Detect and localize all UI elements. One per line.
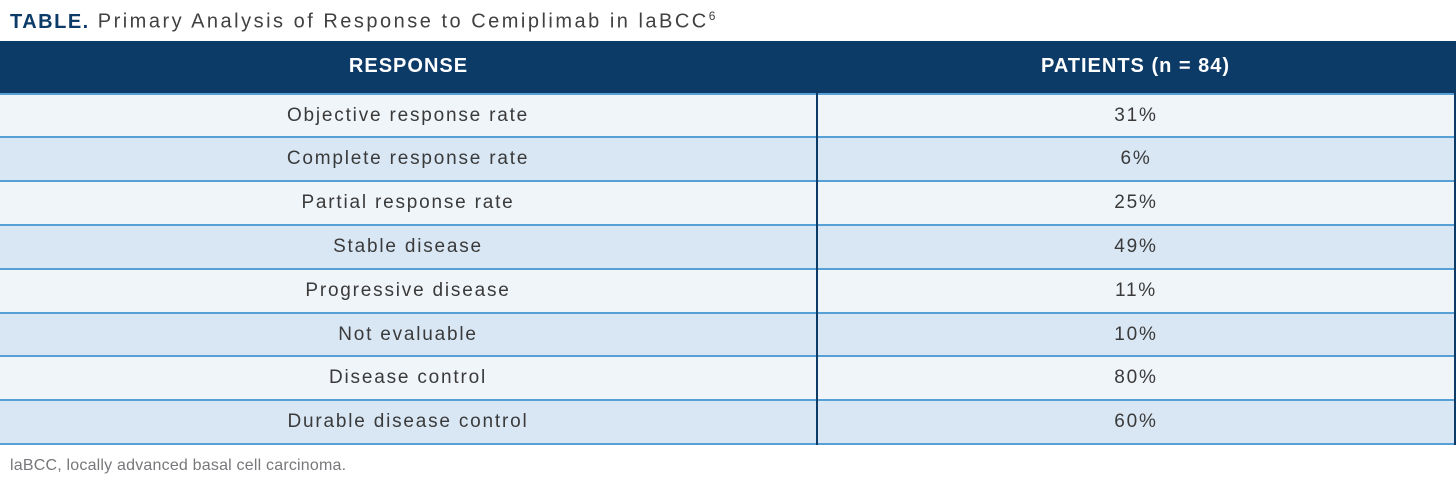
header-row: RESPONSE PATIENTS (n = 84) (0, 40, 1456, 94)
response-cell: Disease control (0, 355, 818, 401)
table-row: Complete response rate 6% (0, 136, 1456, 182)
reference-superscript: 6 (708, 9, 716, 23)
table-title-label: TABLE. (10, 10, 90, 33)
table-row: Partial response rate 25% (0, 180, 1456, 226)
table-row: Disease control 80% (0, 355, 1456, 401)
column-header-patients: PATIENTS (n = 84) (817, 40, 1456, 94)
footnote: laBCC, locally advanced basal cell carci… (10, 457, 347, 475)
table-row: Not evaluable 10% (0, 311, 1456, 357)
table-title: TABLE. Primary Analysis of Response to Ce… (0, 0, 1456, 41)
table-row: Stable disease 49% (0, 224, 1456, 269)
patients-cell: 25% (817, 180, 1456, 226)
column-header-response: RESPONSE (0, 40, 817, 94)
patients-cell: 10% (817, 311, 1456, 357)
table-title-text: Primary Analysis of Response to Cemiplim… (97, 10, 709, 33)
table-row: Progressive disease 11% (0, 267, 1456, 313)
patients-cell: 60% (817, 399, 1456, 445)
response-cell: Partial response rate (0, 180, 818, 226)
response-cell: Complete response rate (0, 136, 818, 182)
response-cell: Durable disease control (0, 399, 818, 445)
response-table: RESPONSE PATIENTS (n = 84) Objective res… (0, 40, 1456, 446)
response-cell: Progressive disease (0, 267, 818, 313)
response-cell: Not evaluable (0, 311, 818, 357)
response-cell: Stable disease (0, 224, 818, 269)
patients-cell: 80% (817, 355, 1456, 401)
patients-cell: 49% (817, 224, 1456, 269)
table-row: Objective response rate 31% (0, 92, 1456, 138)
response-cell: Objective response rate (0, 92, 818, 138)
patients-cell: 31% (817, 92, 1456, 138)
patients-cell: 11% (817, 267, 1456, 313)
table-row: Durable disease control 60% (0, 399, 1456, 445)
patients-cell: 6% (817, 136, 1456, 182)
